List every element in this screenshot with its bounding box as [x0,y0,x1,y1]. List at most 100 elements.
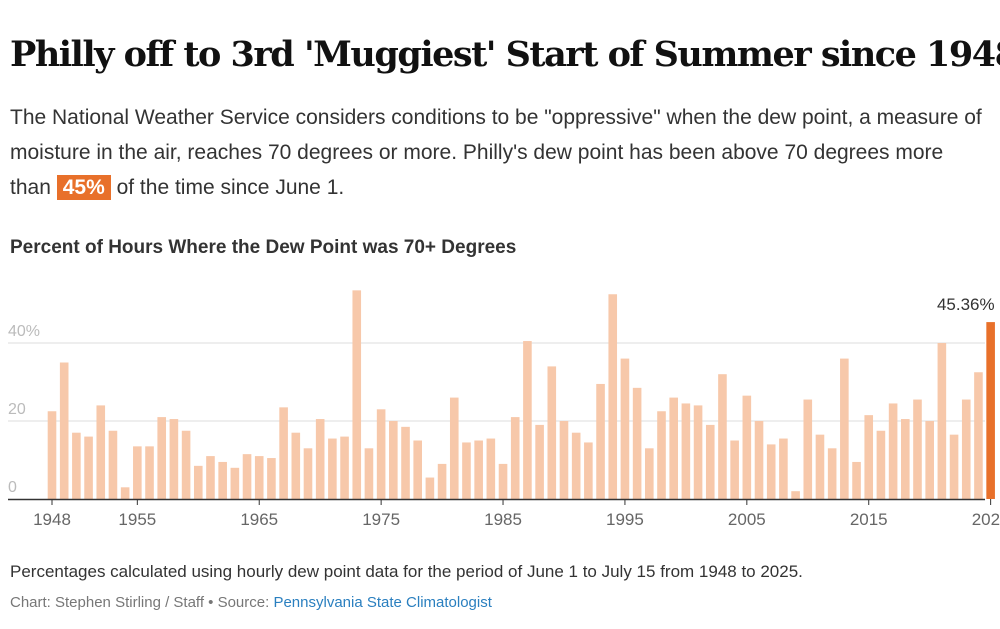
bar-1965 [254,456,264,499]
bar-2005 [742,395,752,499]
bar-1966 [267,458,276,499]
bar-1959 [181,430,191,499]
bar-1955 [133,446,142,499]
bar-2004 [730,440,739,499]
x-tick-label: 1985 [484,510,522,529]
bar-1967 [279,407,288,499]
y-tick-label: 0 [8,479,17,496]
credit-text: Chart: Stephen Stirling / Staff • Source… [10,594,274,611]
bar-1951 [84,436,93,499]
bar-2012 [827,448,837,499]
bar-1950 [72,432,81,499]
bar-2010 [803,399,813,499]
bar-1952 [96,405,106,499]
bar-1976 [389,421,398,499]
bar-1982 [462,442,471,499]
bar-2019 [913,399,922,499]
bar-1993 [596,383,605,499]
subtitle-text-end: of the time since June 1. [110,176,345,199]
bar-1978 [413,440,422,499]
bar-1977 [401,426,410,499]
x-tick-label: 1995 [606,510,644,529]
bar-2008 [779,438,788,499]
bar-1962 [218,461,227,499]
footnote: Percentages calculated using hourly dew … [10,562,803,581]
bar-1986 [510,417,520,499]
bar-2011 [815,434,825,499]
x-tick-label: 2025 [972,510,1000,529]
bar-1996 [632,387,642,499]
source-link[interactable]: Pennsylvania State Climatologist [273,594,492,611]
bar-1979 [425,477,435,499]
bar-1983 [474,440,483,499]
bar-1958 [169,419,179,499]
bar-1987 [523,341,532,499]
x-tick-label: 2005 [728,510,766,529]
chart-title: Percent of Hours Where the Dew Point was… [10,237,517,258]
bar-2000 [681,403,691,499]
bar-1999 [669,397,678,499]
bar-1973 [352,290,362,499]
subtitle: The National Weather Service considers c… [10,100,985,205]
subtitle-text-start: The National Weather Service considers c… [10,106,982,199]
highlight-badge: 45% [56,175,111,200]
bar-2013 [840,358,849,499]
y-tick-label: 20 [8,401,26,418]
bar-1970 [315,419,325,499]
bar-2016 [876,430,886,499]
bar-1975 [376,409,386,499]
bar-2018 [901,419,910,499]
bar-1984 [486,438,496,499]
bar-2024 [974,372,983,499]
x-tick-label: 2015 [850,510,888,529]
bar-1974 [364,448,374,499]
bar-1997 [645,448,654,499]
bar-1961 [206,456,215,499]
bar-2020 [925,421,934,499]
y-tick-label: 40% [8,323,40,340]
bar-1969 [303,448,313,499]
bar-1954 [120,487,130,499]
credit-line: Chart: Stephen Stirling / Staff • Source… [10,594,492,611]
bar-2001 [693,405,703,499]
bar-2022 [949,434,959,499]
bar-1995 [620,358,630,499]
bar-1948 [47,411,57,499]
bar-2025 [986,322,995,499]
bar-2023 [961,399,971,499]
bar-1992 [584,442,593,499]
bar-1953 [108,430,118,499]
bar-chart: 0 20 40% 1948 1955 1965 1975 1985 1995 2005 2015 2… [8,290,1000,529]
bar-1990 [559,421,569,499]
bar-1968 [291,432,301,499]
y-axis-labels: 0 20 40% [8,323,40,496]
bar-1957 [157,417,167,499]
bar-2007 [766,444,776,499]
x-tick-label: 1948 [33,510,71,529]
bar-2009 [791,491,800,499]
bar-1963 [230,467,240,499]
x-axis-ticks: 1948 1955 1965 1975 1985 1995 2005 2015 2025 [33,499,1000,529]
bar-2003 [718,374,727,499]
page-title: Philly off to 3rd 'Muggiest' Start of Su… [10,34,1000,75]
x-tick-label: 1965 [240,510,278,529]
bar-2014 [852,461,861,499]
x-tick-label: 1955 [118,510,156,529]
bar-1956 [145,446,154,499]
bar-1964 [242,454,252,499]
bar-1991 [571,432,581,499]
bar-1994 [608,294,618,499]
bar-2002 [705,424,715,499]
value-annotation: 45.36% [937,295,995,314]
bar-1998 [657,411,666,499]
bar-1980 [437,463,447,499]
bars [47,290,995,499]
bar-2021 [937,343,947,499]
bar-2017 [888,403,898,499]
bar-1981 [449,397,459,499]
bar-1971 [328,438,337,499]
bar-1988 [535,424,544,499]
bar-1960 [193,465,203,499]
x-tick-label: 1975 [362,510,400,529]
bar-1949 [59,362,69,499]
